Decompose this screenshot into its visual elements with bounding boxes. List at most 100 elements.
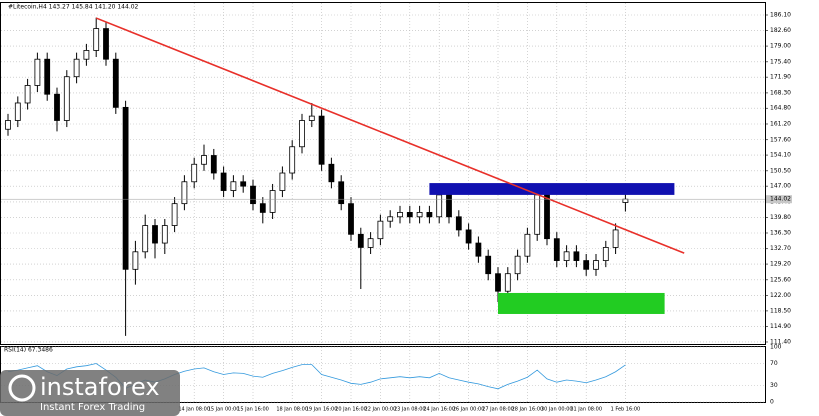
y-tick-label: 171.90 [770, 74, 791, 81]
rsi-tick-label: 0 [770, 399, 774, 406]
x-tick-label: 19 Jan 16:00 [306, 407, 338, 413]
candle-body [348, 203, 354, 235]
candle-body [357, 233, 364, 248]
x-tick-label: 26 Jan 00:00 [453, 407, 485, 413]
candle-body [387, 216, 394, 222]
candle-body [201, 155, 207, 165]
y-tick-label: 139.80 [770, 214, 791, 221]
candle-body [240, 181, 247, 187]
candle-body [83, 50, 90, 60]
x-tick-label: 18 Jan 08:00 [276, 407, 308, 413]
candle-body [181, 181, 188, 205]
candle-body [397, 212, 403, 218]
x-tick-label: 24 Jan 16:00 [423, 407, 455, 413]
chart-title: #Litecoin,H4 143.27 145.84 141.20 144.02 [8, 4, 139, 11]
rsi-title: RSI(14) 67.3486 [4, 347, 53, 354]
candle-body [279, 172, 286, 191]
candle-body [93, 28, 100, 51]
logo-tagline: Instant Forex Trading [40, 402, 145, 413]
rsi-tick-label: 100 [770, 344, 782, 351]
candle-body [122, 106, 129, 270]
x-tick-label: 15 Jan 16:00 [237, 407, 269, 413]
candle-body [524, 233, 531, 257]
candle-body [318, 115, 325, 165]
x-tick-label: 27 Jan 08:00 [482, 407, 514, 413]
candle-body [455, 216, 462, 231]
candle-body [573, 251, 580, 261]
support-zone [498, 292, 665, 314]
x-tick-label: 14 Jan 08:00 [178, 407, 210, 413]
x-tick-label: 23 Jan 08:00 [394, 407, 426, 413]
candle-body [583, 260, 590, 270]
x-tick-label: 30 Jan 00:00 [541, 407, 573, 413]
y-tick-label: 132.70 [770, 245, 791, 252]
y-tick-label: 161.20 [770, 120, 791, 127]
candle-body [308, 115, 315, 121]
current-price-label: 144.02 [770, 196, 791, 203]
candle-body [475, 242, 482, 257]
y-tick-label: 168.30 [770, 89, 791, 96]
candle-body [563, 251, 570, 261]
candle-body [152, 225, 158, 244]
candle-body [191, 163, 198, 183]
y-tick-label: 129.20 [770, 261, 791, 268]
candle-body [612, 229, 619, 248]
candle-body [289, 146, 296, 174]
rsi-tick-label: 70 [770, 360, 778, 367]
candle-body [377, 220, 384, 240]
candle-body [367, 238, 374, 248]
current-price-tag [766, 195, 792, 204]
x-tick-label: 28 Jan 16:00 [512, 407, 544, 413]
candle-body [299, 120, 305, 148]
candle-body [24, 85, 31, 104]
x-tick-label: 20 Jan 16:00 [335, 407, 367, 413]
y-tick-label: 122.00 [770, 292, 791, 299]
y-tick-label: 175.40 [770, 58, 791, 65]
candle-body [622, 198, 629, 203]
y-tick-label: 111.40 [770, 338, 791, 345]
y-tick-label: 157.60 [770, 136, 791, 143]
plot-layer: 186.10 182.60 179.00 175.40 171.90 168.30 164.… [1, 3, 792, 413]
x-tick-label: 1 Feb 16:00 [611, 407, 641, 413]
candle-body [250, 185, 256, 205]
logo-name: instaforex [40, 373, 160, 401]
candle-body [142, 225, 149, 253]
candle-body [553, 238, 560, 261]
candle-body [5, 120, 11, 130]
candle-body [220, 172, 227, 191]
y-tick-label: 150.50 [770, 167, 791, 174]
candle-body [73, 58, 80, 78]
candle-body [210, 155, 217, 174]
y-tick-label: 154.10 [770, 152, 791, 159]
candle-body [34, 58, 41, 86]
candle-body [593, 260, 599, 270]
candle-body [132, 251, 139, 270]
x-tick-label: 22 Jan 00:00 [365, 407, 397, 413]
logo-icon [8, 374, 36, 402]
y-tick-label: 136.30 [770, 229, 791, 236]
x-tick-label: 31 Jan 08:00 [570, 407, 602, 413]
logo-background [0, 370, 180, 416]
candle-body [495, 273, 501, 292]
candle-body [63, 76, 70, 121]
y-tick-label: 179.00 [770, 43, 791, 50]
candle-body [161, 225, 168, 244]
candle-body [14, 102, 21, 121]
candle-body [465, 229, 472, 244]
candle-body [259, 203, 266, 213]
candle-body [602, 247, 609, 261]
candle-body [54, 93, 60, 121]
y-tick-label: 164.80 [770, 105, 791, 112]
y-tick-label: 186.10 [770, 11, 791, 18]
candle-body [269, 190, 276, 213]
candle-body [426, 212, 433, 218]
candle-body [171, 203, 178, 226]
logo: instaforex Instant Forex Trading [0, 370, 180, 416]
candle-body [416, 212, 423, 218]
candle-body [406, 212, 413, 218]
y-tick-label: 118.50 [770, 307, 791, 314]
y-tick-label: 114.90 [770, 323, 791, 330]
candle-body [514, 255, 521, 275]
candle-body [112, 58, 119, 108]
